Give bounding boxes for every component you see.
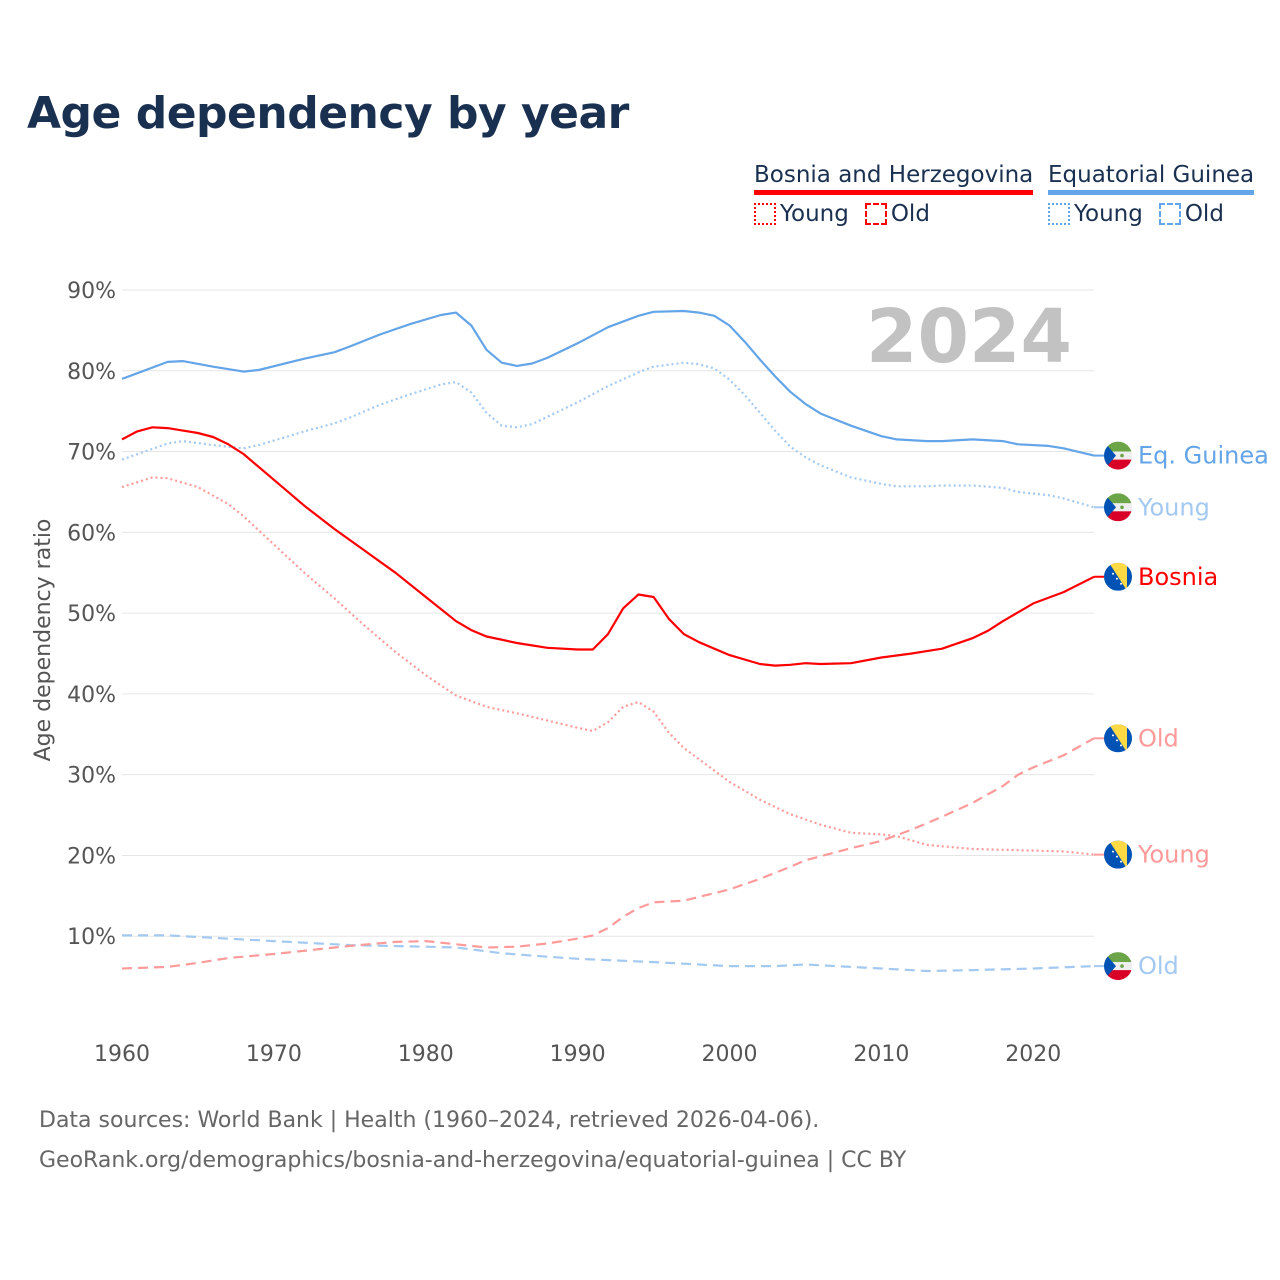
dashed-swatch-icon bbox=[1158, 203, 1181, 225]
x-tick-label: 2020 bbox=[1005, 1042, 1061, 1067]
y-tick-label: 80% bbox=[67, 360, 116, 385]
end-label: Eq. Guinea bbox=[1138, 442, 1269, 470]
y-tick-label: 30% bbox=[67, 764, 116, 789]
bosnia-flag-icon bbox=[1104, 841, 1132, 869]
series-line-equatorial-guinea-old bbox=[122, 934, 1095, 973]
end-label: Old bbox=[1138, 952, 1179, 980]
series-lines bbox=[121, 309, 1095, 973]
legend-bosnia: Bosnia and Herzegovina Young Old bbox=[754, 162, 1034, 227]
chart-title: Age dependency by year bbox=[27, 88, 629, 139]
legend-label: Old bbox=[890, 201, 930, 227]
y-tick-label: 70% bbox=[67, 441, 116, 466]
x-tick-label: 1980 bbox=[398, 1042, 454, 1067]
series-line-equatorial-guinea-young bbox=[121, 361, 1095, 509]
legend-item-young: Young bbox=[1048, 201, 1143, 227]
bosnia-flag-icon bbox=[1104, 724, 1132, 752]
legend-label: Old bbox=[1184, 201, 1224, 227]
legend-country-label: Equatorial Guinea bbox=[1048, 162, 1255, 195]
equatorial-guinea-flag-icon bbox=[1104, 442, 1132, 470]
axes: 10% 20% 30% 40% 50% 60% 70% 80% 90% 1960 1970 1980 1… bbox=[67, 279, 1061, 1067]
y-tick-label: 40% bbox=[67, 683, 116, 708]
x-tick-label: 2000 bbox=[702, 1042, 758, 1067]
x-tick-label: 2010 bbox=[853, 1042, 909, 1067]
end-label: Bosnia bbox=[1138, 563, 1218, 591]
end-labels: Eq. Guinea Young Old Bosnia Young Old bbox=[1094, 441, 1269, 981]
legend-item-old: Old bbox=[864, 201, 930, 227]
end-label: Young bbox=[1137, 493, 1210, 521]
legend-equatorial-guinea: Equatorial Guinea Young Old bbox=[1048, 162, 1255, 227]
end-label: Young bbox=[1137, 841, 1210, 869]
legend-country-label: Bosnia and Herzegovina bbox=[754, 162, 1034, 195]
y-tick-label: 60% bbox=[67, 521, 116, 546]
series-line-bosnia-and-herzegovina-young bbox=[121, 476, 1095, 856]
end-label: Old bbox=[1138, 724, 1179, 752]
x-tick-label: 1970 bbox=[246, 1042, 302, 1067]
x-tick-label: 1960 bbox=[94, 1042, 150, 1067]
y-tick-label: 20% bbox=[67, 844, 116, 869]
equatorial-guinea-flag-icon bbox=[1104, 952, 1132, 980]
year-watermark: 2024 bbox=[866, 294, 1072, 380]
legend-item-young: Young bbox=[754, 201, 849, 227]
y-axis-label: Age dependency ratio bbox=[31, 519, 56, 762]
legend-item-old: Old bbox=[1158, 201, 1224, 227]
dotted-swatch-icon bbox=[1048, 203, 1070, 225]
footer-sources: Data sources: World Bank | Health (1960–… bbox=[39, 1108, 820, 1133]
dashed-swatch-icon bbox=[864, 203, 887, 225]
series-line-bosnia-and-herzegovina-old bbox=[121, 737, 1095, 970]
legend-label: Young bbox=[1074, 201, 1143, 227]
series-line-bosnia-and-herzegovina bbox=[121, 426, 1095, 667]
footer-url[interactable]: GeoRank.org/demographics/bosnia-and-herz… bbox=[39, 1148, 907, 1173]
grid bbox=[122, 289, 1094, 937]
legend-label: Young bbox=[780, 201, 849, 227]
dotted-swatch-icon bbox=[754, 203, 776, 225]
y-tick-label: 90% bbox=[67, 279, 116, 304]
y-tick-label: 50% bbox=[67, 602, 116, 627]
series-line-equatorial-guinea bbox=[121, 309, 1095, 457]
x-tick-label: 1990 bbox=[550, 1042, 606, 1067]
equatorial-guinea-flag-icon bbox=[1104, 493, 1132, 521]
y-tick-label: 10% bbox=[67, 925, 116, 950]
bosnia-flag-icon bbox=[1104, 563, 1132, 591]
